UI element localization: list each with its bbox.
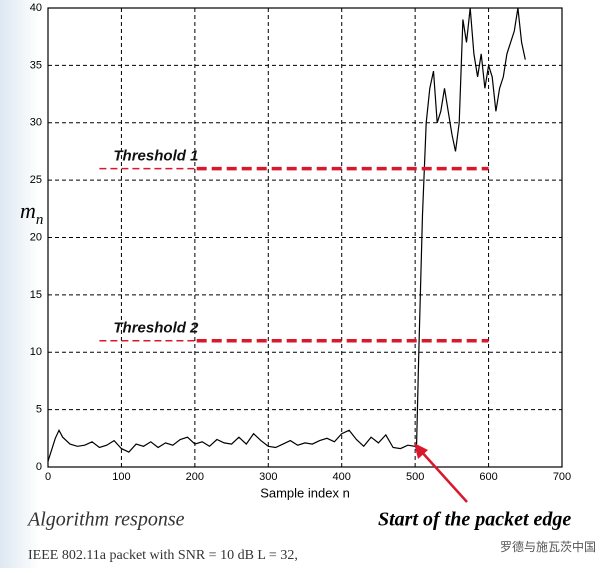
x-tick-label: 0 [45, 471, 51, 483]
arrow-head [414, 443, 428, 459]
x-tick-label: 400 [333, 471, 351, 483]
background-strip [0, 0, 40, 568]
y-tick-label: 10 [30, 346, 42, 358]
y-tick-label: 35 [30, 59, 42, 71]
y-label-sub: n [36, 212, 44, 228]
y-tick-label: 20 [30, 231, 42, 243]
y-tick-label: 0 [36, 461, 42, 473]
caption: Algorithm response [26, 509, 185, 531]
arrow-label: Start of the packet edge [378, 509, 571, 531]
threshold-label: Threshold 2 [113, 320, 199, 337]
plot-frame [47, 7, 563, 468]
watermark: 罗德与施瓦茨中国 [500, 539, 596, 554]
y-axis-label: mn [20, 198, 43, 228]
y-tick-label: 40 [30, 2, 42, 14]
x-tick-label: 600 [479, 471, 497, 483]
x-tick-label: 300 [259, 471, 277, 483]
plot-area: 0 100 200 300 400 500 600 700 0 5 10 15 20 25 30 35 40 Th… [30, 2, 571, 483]
y-tick-label: 25 [30, 174, 42, 186]
arrow-shaft [419, 449, 468, 503]
data-line [47, 7, 526, 462]
x-tick-label: 200 [186, 471, 204, 483]
y-tick-label: 5 [36, 404, 42, 416]
footnote: IEEE 802.11a packet with SNR = 10 dB L =… [28, 548, 298, 563]
threshold-label: Threshold 1 [113, 148, 198, 165]
x-tick-label: 100 [112, 471, 130, 483]
x-tick-label: 500 [406, 471, 424, 483]
x-tick-label: 700 [553, 471, 571, 483]
y-label-main: m [20, 198, 36, 223]
x-axis-label: Sample index n [260, 485, 350, 500]
y-tick-label: 30 [30, 117, 42, 129]
arrow [414, 443, 468, 503]
y-tick-label: 15 [30, 289, 42, 301]
